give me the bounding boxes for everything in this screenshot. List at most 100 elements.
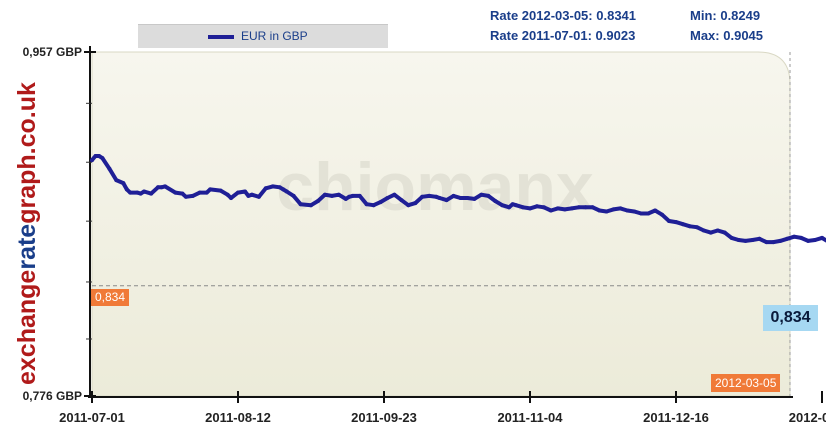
data-point	[750, 238, 755, 242]
x-tick-label: 2011-09-23	[351, 410, 417, 425]
data-point	[632, 209, 637, 214]
data-point	[660, 212, 665, 217]
data-point	[493, 199, 498, 203]
data-point	[124, 187, 129, 192]
data-point	[350, 193, 355, 198]
data-point	[316, 199, 320, 203]
data-point	[336, 192, 341, 197]
data-point	[736, 238, 741, 242]
x-ticks: 2011-07-01 2011-08-12 2011-09-23 2011-11-04…	[59, 391, 826, 425]
y-tick-label-max: 0,957 GBP	[23, 45, 82, 59]
data-point	[764, 240, 769, 245]
data-point	[820, 235, 824, 240]
data-point	[392, 192, 397, 197]
data-point	[792, 234, 797, 239]
data-point	[785, 236, 790, 241]
data-point	[329, 193, 334, 198]
data-point	[204, 190, 209, 195]
level-badge: 0,834	[91, 289, 130, 306]
brand-part-graph: graph.co.uk	[13, 82, 40, 224]
legend-swatch	[208, 35, 234, 39]
data-point	[510, 202, 515, 207]
data-point	[277, 185, 282, 190]
data-point	[479, 192, 484, 197]
data-point	[149, 191, 154, 196]
data-point	[444, 198, 449, 203]
data-point	[434, 194, 439, 199]
data-point	[229, 196, 233, 200]
data-point	[451, 193, 456, 198]
data-point	[298, 202, 303, 207]
data-point	[190, 193, 195, 198]
data-point	[173, 190, 178, 195]
series-points	[90, 154, 824, 245]
data-point	[687, 224, 692, 229]
data-point	[625, 208, 630, 213]
data-point	[138, 191, 143, 196]
data-point	[159, 185, 164, 190]
data-point	[472, 196, 477, 201]
data-point	[371, 203, 376, 208]
brand-part-rate: rate	[13, 224, 40, 270]
data-point	[743, 238, 748, 243]
data-point	[653, 208, 658, 213]
data-point	[771, 240, 776, 245]
data-point	[465, 196, 470, 200]
data-point	[458, 196, 463, 200]
data-point	[97, 154, 101, 158]
data-point	[562, 207, 567, 212]
y-tick-label-min: 0,776 GBP	[23, 389, 82, 403]
data-point	[420, 194, 425, 199]
data-point	[225, 192, 230, 197]
y-ticks: 0,957 GBP 0,776 GBP	[23, 45, 96, 403]
data-point	[555, 206, 560, 211]
data-point	[197, 190, 202, 195]
data-point	[437, 196, 442, 200]
data-point	[639, 211, 644, 216]
x-tick-label: 2011-12-16	[643, 410, 709, 425]
data-point	[813, 238, 817, 242]
x-tick-label: 2011-07-01	[59, 410, 125, 425]
data-point	[135, 190, 140, 195]
data-point	[399, 198, 404, 203]
data-point	[218, 188, 223, 193]
data-point	[507, 205, 512, 210]
data-point	[284, 189, 289, 194]
data-point	[208, 187, 213, 192]
min-rate: Min: 0.8249	[690, 8, 760, 23]
data-point	[548, 208, 553, 213]
data-point	[291, 193, 296, 198]
data-point	[583, 205, 588, 210]
data-point	[576, 205, 581, 210]
data-point	[541, 205, 546, 210]
data-point	[163, 184, 167, 189]
x-tick-label: 2012-01-27	[789, 410, 826, 425]
data-point	[757, 236, 762, 241]
data-point	[100, 156, 105, 161]
data-point	[708, 230, 713, 235]
data-point	[514, 203, 519, 208]
current-value-badge: 0,834	[763, 305, 818, 331]
data-point	[611, 207, 616, 212]
data-point	[694, 225, 699, 230]
data-point	[646, 211, 651, 216]
legend-label: EUR in GBP	[241, 29, 308, 43]
max-rate: Max: 0.9045	[690, 28, 763, 43]
data-point	[667, 219, 671, 223]
data-point	[729, 235, 734, 240]
data-point	[715, 228, 720, 233]
data-point	[343, 196, 348, 201]
x-tick-label: 2011-08-12	[205, 410, 271, 425]
data-point	[590, 205, 595, 210]
data-point	[681, 222, 685, 227]
data-point	[799, 235, 804, 240]
data-point	[128, 190, 133, 195]
data-point	[597, 208, 602, 213]
data-point	[270, 184, 275, 189]
data-point	[107, 166, 112, 171]
data-point	[427, 193, 432, 198]
data-point	[535, 204, 539, 209]
data-point	[347, 194, 352, 199]
data-point	[156, 185, 160, 190]
